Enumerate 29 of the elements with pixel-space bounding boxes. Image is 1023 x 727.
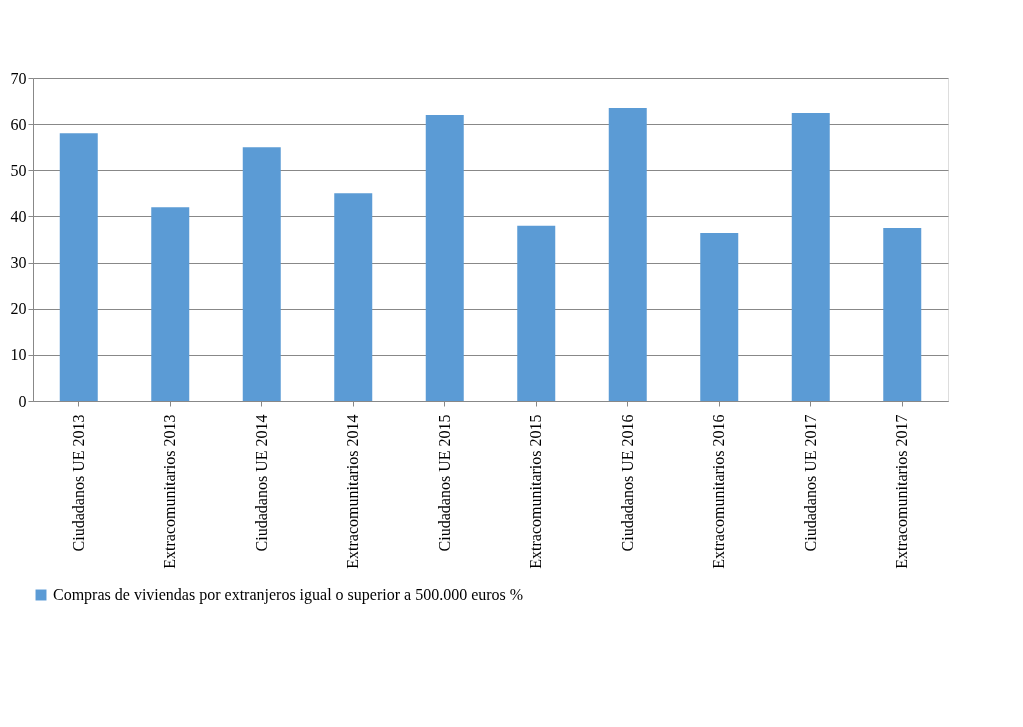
bar [242,147,281,401]
bar [59,133,98,401]
bar [700,233,739,401]
y-tick-label: 50 [10,161,27,179]
bar [791,113,830,401]
x-tick-label: Ciudadanos UE 2016 [618,414,636,552]
x-tick-label: Ciudadanos UE 2017 [801,414,819,552]
y-tick-label: 40 [10,207,27,225]
x-tick-label: Ciudadanos UE 2015 [435,414,453,552]
x-tick-label: Ciudadanos UE 2014 [252,414,270,552]
legend-label: Compras de viviendas por extranjeros igual o superior a 500.000 euros % [53,586,524,604]
y-tick-label: 30 [10,254,27,272]
y-tick-label: 10 [10,346,27,364]
bar [425,114,464,401]
bar [608,107,647,401]
x-tick-label: Extracomunitarios 2017 [893,414,911,569]
bar [334,193,373,401]
x-tick-label: Extracomunitarios 2014 [344,414,362,569]
bar [883,227,922,401]
bar [517,225,556,401]
y-tick-label: 70 [10,69,27,87]
y-tick-label: 0 [18,392,27,410]
bar [151,207,190,401]
x-tick-label: Ciudadanos UE 2013 [69,414,87,552]
y-tick-label: 60 [10,115,27,133]
y-tick-label: 20 [10,300,27,318]
x-tick-label: Extracomunitarios 2016 [710,414,728,569]
x-tick-label: Extracomunitarios 2013 [161,414,179,569]
x-tick-label: Extracomunitarios 2015 [527,414,545,569]
